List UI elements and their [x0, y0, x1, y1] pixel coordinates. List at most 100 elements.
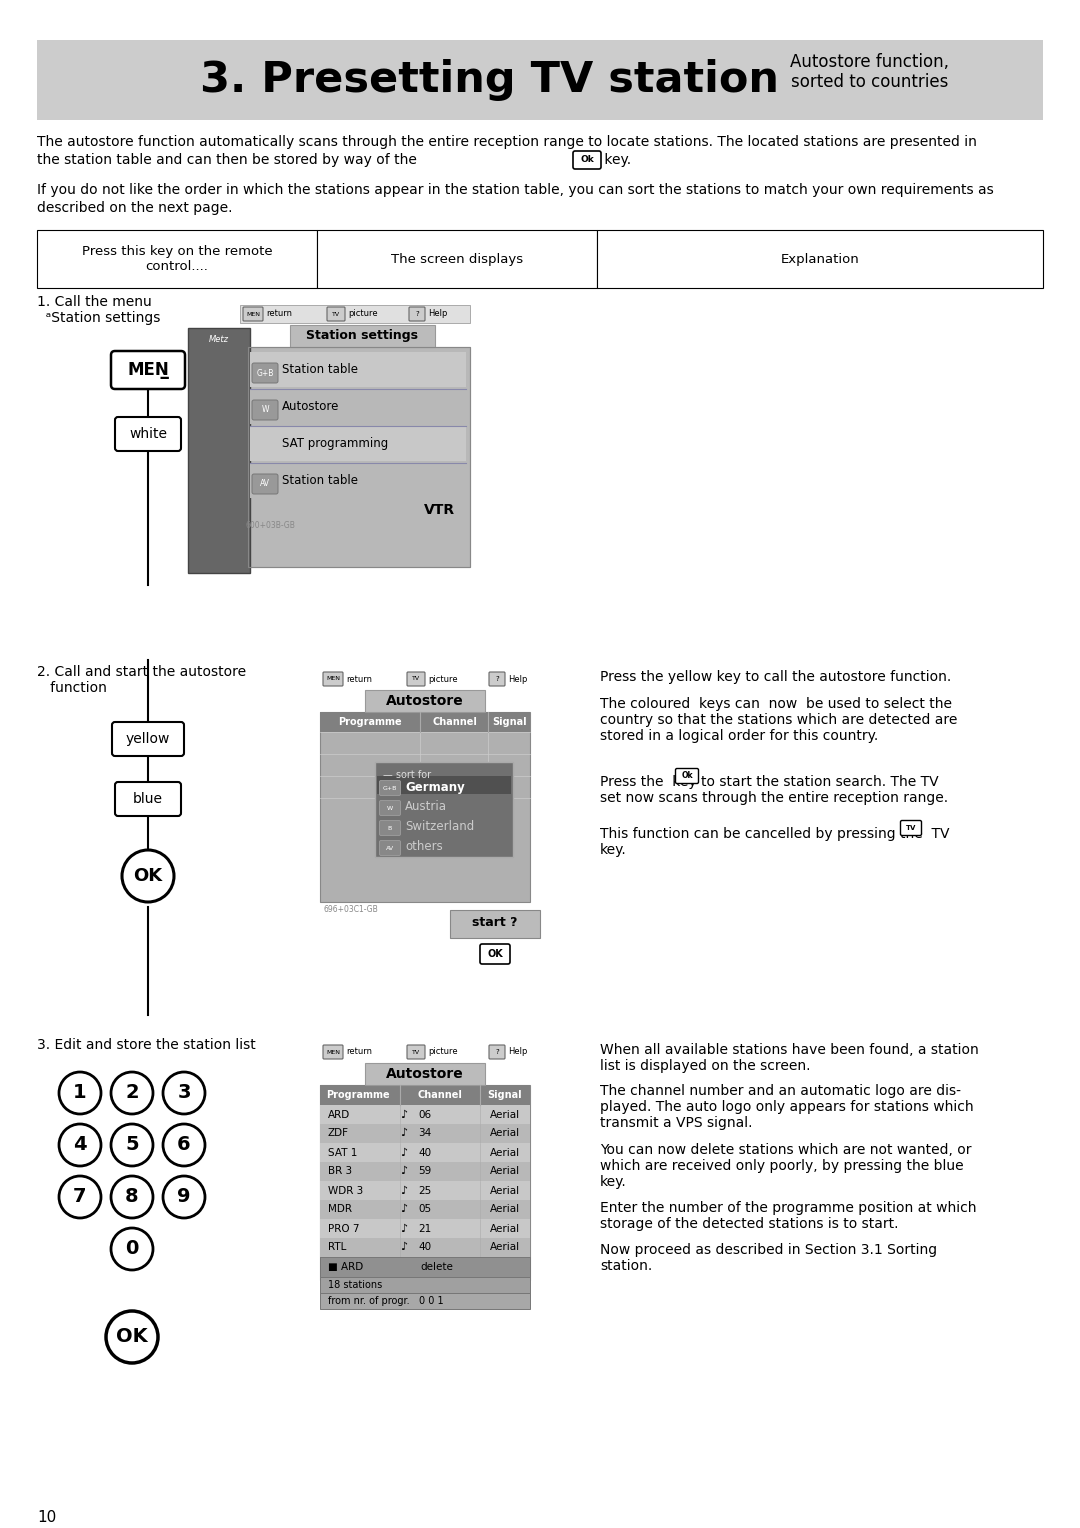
- Text: Aerial: Aerial: [490, 1242, 521, 1253]
- Text: key.: key.: [600, 153, 631, 167]
- Text: W: W: [387, 805, 393, 810]
- Text: Aerial: Aerial: [490, 1129, 521, 1138]
- Text: Press this key on the remote
control....: Press this key on the remote control....: [82, 244, 272, 274]
- FancyBboxPatch shape: [114, 417, 181, 451]
- Text: TV: TV: [411, 677, 420, 681]
- Text: The screen displays: The screen displays: [391, 252, 523, 266]
- Text: white: white: [129, 426, 167, 442]
- FancyBboxPatch shape: [243, 307, 264, 321]
- Text: picture: picture: [428, 674, 458, 683]
- Bar: [320, 1143, 530, 1161]
- Text: 696+03C1-GB: 696+03C1-GB: [323, 906, 378, 914]
- Text: MEN: MEN: [326, 1050, 340, 1054]
- FancyBboxPatch shape: [112, 723, 184, 756]
- Text: WDR 3: WDR 3: [328, 1186, 363, 1195]
- FancyBboxPatch shape: [379, 821, 401, 836]
- Bar: [240, 306, 470, 322]
- FancyBboxPatch shape: [252, 400, 278, 420]
- Text: others: others: [405, 840, 443, 854]
- Text: 5: 5: [125, 1135, 139, 1155]
- Text: 6: 6: [177, 1135, 191, 1155]
- Text: B: B: [388, 825, 392, 831]
- Text: Station table: Station table: [282, 474, 357, 487]
- Text: described on the next page.: described on the next page.: [37, 202, 232, 215]
- Text: ZDF: ZDF: [328, 1129, 349, 1138]
- Circle shape: [59, 1073, 102, 1114]
- Text: ARD: ARD: [328, 1109, 350, 1120]
- Text: TV: TV: [411, 1050, 420, 1054]
- Bar: [320, 1085, 530, 1280]
- Circle shape: [163, 1177, 205, 1218]
- Text: MDR: MDR: [328, 1204, 352, 1215]
- Text: SAT programming: SAT programming: [282, 437, 388, 451]
- Text: 7: 7: [73, 1187, 86, 1207]
- Text: ♪: ♪: [401, 1109, 407, 1120]
- FancyBboxPatch shape: [114, 782, 181, 816]
- Text: 2: 2: [125, 1083, 139, 1103]
- Text: 600+03B-GB: 600+03B-GB: [245, 521, 295, 530]
- Text: ■ ARD: ■ ARD: [328, 1262, 363, 1271]
- Circle shape: [111, 1177, 153, 1218]
- Text: Press the yellow key to call the autostore function.: Press the yellow key to call the autosto…: [600, 669, 951, 685]
- Text: picture: picture: [428, 1048, 458, 1056]
- Circle shape: [59, 1125, 102, 1166]
- Bar: [249, 426, 465, 461]
- FancyBboxPatch shape: [252, 474, 278, 494]
- FancyBboxPatch shape: [409, 307, 426, 321]
- Text: ?: ?: [495, 675, 499, 681]
- FancyBboxPatch shape: [323, 672, 343, 686]
- Text: Autostore: Autostore: [387, 1067, 464, 1080]
- Text: Help: Help: [508, 1048, 527, 1056]
- Text: Aerial: Aerial: [490, 1224, 521, 1233]
- Bar: [320, 1258, 530, 1277]
- Text: ♪: ♪: [401, 1242, 407, 1253]
- Text: yellow: yellow: [125, 732, 171, 746]
- Text: Aerial: Aerial: [490, 1186, 521, 1195]
- Text: Programme: Programme: [338, 717, 402, 727]
- Text: AV: AV: [386, 845, 394, 851]
- FancyBboxPatch shape: [252, 364, 278, 384]
- Text: 40: 40: [418, 1148, 432, 1158]
- Text: Autostore: Autostore: [282, 400, 339, 413]
- Text: 3. Edit and store the station list: 3. Edit and store the station list: [37, 1038, 256, 1051]
- Text: ♪: ♪: [401, 1186, 407, 1195]
- Text: ♪: ♪: [401, 1166, 407, 1177]
- Bar: [377, 776, 511, 795]
- Text: 2. Call and start the autostore: 2. Call and start the autostore: [37, 665, 246, 678]
- Text: Channel: Channel: [433, 717, 477, 727]
- Text: 06: 06: [418, 1109, 432, 1120]
- Bar: [320, 1277, 530, 1293]
- FancyBboxPatch shape: [323, 1045, 343, 1059]
- FancyBboxPatch shape: [489, 672, 505, 686]
- Text: return: return: [346, 674, 372, 683]
- Text: Station table: Station table: [282, 364, 357, 376]
- Text: Channel: Channel: [418, 1089, 462, 1100]
- Bar: [320, 1181, 530, 1199]
- Text: MEN̲: MEN̲: [127, 361, 168, 379]
- Bar: [320, 1105, 530, 1125]
- Text: ?: ?: [415, 312, 419, 316]
- Text: Aerial: Aerial: [490, 1109, 521, 1120]
- Bar: [320, 1238, 530, 1258]
- Text: BR 3: BR 3: [328, 1166, 352, 1177]
- Text: Austria: Austria: [405, 801, 447, 813]
- Text: — sort for: — sort for: [383, 770, 431, 779]
- Circle shape: [163, 1073, 205, 1114]
- Bar: [375, 762, 513, 857]
- Text: return: return: [346, 1048, 372, 1056]
- Circle shape: [111, 1125, 153, 1166]
- Text: MEN: MEN: [326, 677, 340, 681]
- Text: Germany: Germany: [405, 781, 464, 793]
- Bar: [365, 691, 485, 712]
- Text: This function can be cancelled by pressing the  TV
key.: This function can be cancelled by pressi…: [600, 827, 949, 857]
- Text: sorted to countries: sorted to countries: [792, 73, 948, 92]
- Text: Aerial: Aerial: [490, 1166, 521, 1177]
- Text: MEN: MEN: [246, 312, 260, 316]
- Text: TV: TV: [906, 825, 916, 831]
- Bar: [291, 325, 435, 347]
- Bar: [320, 1219, 530, 1238]
- Text: Switzerland: Switzerland: [405, 821, 474, 833]
- Text: Autostore: Autostore: [387, 694, 464, 707]
- Text: G+B: G+B: [256, 368, 273, 377]
- Bar: [597, 231, 1043, 287]
